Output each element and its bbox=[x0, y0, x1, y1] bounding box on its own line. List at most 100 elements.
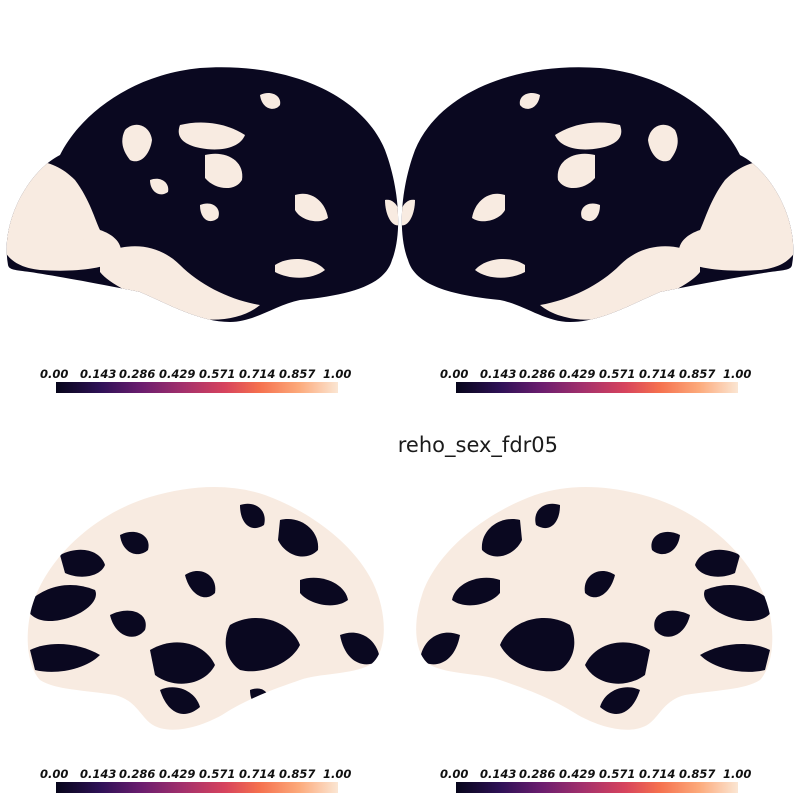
surface-dark-patch bbox=[420, 632, 460, 665]
surface-light-patch bbox=[150, 178, 169, 195]
colorbar-tick: 0.857 bbox=[279, 367, 316, 381]
colorbar-tick: 1.00 bbox=[323, 367, 352, 381]
surface-light-patch bbox=[6, 161, 122, 271]
colorbar-gradient bbox=[56, 382, 338, 393]
surface-dark-patch bbox=[600, 687, 640, 714]
colorbar-tick: 0.143 bbox=[80, 767, 117, 781]
surface-dark-patch bbox=[700, 643, 770, 672]
colorbar-top-left: 0.00 0.143 0.286 0.429 0.571 0.714 0.857… bbox=[40, 367, 351, 397]
surface-light-patch bbox=[385, 199, 399, 226]
colorbar-tick: 0.143 bbox=[80, 367, 117, 381]
colorbar-tick: 0.00 bbox=[440, 367, 469, 381]
colorbar-bottom-left: 0.00 0.143 0.286 0.429 0.571 0.714 0.857… bbox=[40, 767, 351, 797]
colorbar-tick-labels: 0.00 0.143 0.286 0.429 0.571 0.714 0.857… bbox=[440, 367, 751, 381]
colorbar-gradient bbox=[456, 382, 738, 393]
colorbar-tick: 0.571 bbox=[199, 367, 236, 381]
surface-dark-patch bbox=[695, 549, 740, 577]
colorbar-tick: 0.714 bbox=[639, 367, 676, 381]
colorbar-tick-labels: 0.00 0.143 0.286 0.429 0.571 0.714 0.857… bbox=[440, 767, 751, 781]
surface-dark-patch bbox=[150, 642, 215, 684]
colorbar-tick-labels: 0.00 0.143 0.286 0.429 0.571 0.714 0.857… bbox=[40, 367, 351, 381]
colorbar-tick: 0.857 bbox=[679, 367, 716, 381]
surface-dark-patch bbox=[278, 519, 319, 557]
surface-light-patch bbox=[519, 93, 540, 109]
colorbar-tick: 0.714 bbox=[639, 767, 676, 781]
colorbar-tick: 0.143 bbox=[480, 767, 517, 781]
surface-light-patch bbox=[178, 122, 245, 150]
surface-light-patch bbox=[295, 193, 328, 222]
brain-panel-right-lateral bbox=[400, 60, 800, 330]
surface-dark-patch bbox=[704, 585, 773, 622]
surface-light-patch bbox=[100, 246, 260, 320]
surface-light-patch bbox=[581, 203, 600, 222]
colorbar-tick: 0.571 bbox=[599, 767, 636, 781]
surface-dark-patch bbox=[535, 503, 560, 529]
brain-panel-right-medial bbox=[400, 475, 800, 745]
surface-light-patch bbox=[540, 246, 700, 320]
surface-dark-patch bbox=[240, 503, 265, 529]
brain-surface-left-lateral bbox=[6, 67, 399, 323]
surface-light-patch bbox=[275, 258, 325, 278]
colorbar-tick: 1.00 bbox=[323, 767, 352, 781]
surface-light-patch bbox=[260, 93, 281, 109]
surface-light-patch bbox=[80, 228, 94, 242]
colorbar-tick: 0.00 bbox=[40, 367, 69, 381]
brain-surface-right-lateral bbox=[401, 67, 794, 323]
surface-light-patch bbox=[648, 124, 678, 162]
surface-dark-patch bbox=[300, 577, 348, 606]
surface-dark-patch bbox=[30, 643, 100, 672]
surface-dark-patch bbox=[120, 531, 149, 555]
colorbar-tick: 0.00 bbox=[40, 767, 69, 781]
surface-dark-patch bbox=[651, 531, 680, 555]
surface-light-patch bbox=[122, 124, 152, 162]
colorbar-gradient bbox=[456, 782, 738, 793]
colorbar-tick: 0.00 bbox=[440, 767, 469, 781]
colorbar-tick: 0.429 bbox=[559, 767, 596, 781]
brain-surface-left-medial bbox=[27, 486, 384, 730]
surface-light-patch bbox=[678, 161, 794, 271]
colorbar-tick: 0.286 bbox=[119, 767, 156, 781]
surface-dark-patch bbox=[160, 687, 200, 714]
surface-dark-patch bbox=[452, 577, 500, 606]
surface-dark-patch bbox=[481, 519, 522, 557]
colorbar-tick: 0.857 bbox=[279, 767, 316, 781]
surface-light-patch bbox=[205, 153, 243, 189]
surface-light-patch bbox=[475, 258, 525, 278]
colorbar-tick: 1.00 bbox=[723, 367, 752, 381]
colorbar-tick: 0.429 bbox=[159, 767, 196, 781]
colorbar-tick: 0.714 bbox=[239, 767, 276, 781]
surface-dark-patch bbox=[225, 617, 300, 672]
surface-dark-patch bbox=[340, 632, 380, 665]
colorbar-tick: 0.286 bbox=[519, 367, 556, 381]
brain-surface-right-medial bbox=[416, 486, 773, 730]
surface-dark-patch bbox=[585, 642, 650, 684]
surface-dark-patch bbox=[584, 571, 615, 598]
surface-light-patch bbox=[472, 193, 505, 222]
colorbar-tick: 0.143 bbox=[480, 367, 517, 381]
colorbar-tick: 0.286 bbox=[519, 767, 556, 781]
colorbar-tick: 0.571 bbox=[199, 767, 236, 781]
colorbar-tick-labels: 0.00 0.143 0.286 0.429 0.571 0.714 0.857… bbox=[40, 767, 351, 781]
surface-light-patch bbox=[401, 199, 415, 226]
surface-dark-patch bbox=[500, 617, 575, 672]
colorbar-tick: 1.00 bbox=[723, 767, 752, 781]
colorbar-tick: 0.571 bbox=[599, 367, 636, 381]
colorbar-bottom-right: 0.00 0.143 0.286 0.429 0.571 0.714 0.857… bbox=[440, 767, 751, 797]
colorbar-tick: 0.714 bbox=[239, 367, 276, 381]
colorbar-tick: 0.857 bbox=[679, 767, 716, 781]
colorbar-gradient bbox=[56, 782, 338, 793]
surface-dark-patch bbox=[60, 549, 105, 577]
colorbar-tick: 0.286 bbox=[119, 367, 156, 381]
figure-title: reho_sex_fdr05 bbox=[397, 433, 558, 457]
surface-light-patch bbox=[706, 228, 720, 242]
surface-dark-patch bbox=[110, 610, 146, 637]
colorbar-tick: 0.429 bbox=[559, 367, 596, 381]
brain-panel-left-medial bbox=[0, 475, 400, 745]
brain-panel-left-lateral bbox=[0, 60, 400, 330]
surface-light-patch bbox=[557, 153, 595, 189]
surface-dark-patch bbox=[185, 571, 216, 598]
surface-dark-patch bbox=[27, 585, 96, 622]
surface-dark-patch bbox=[654, 610, 690, 637]
colorbar-top-right: 0.00 0.143 0.286 0.429 0.571 0.714 0.857… bbox=[440, 367, 751, 397]
colorbar-tick: 0.429 bbox=[159, 367, 196, 381]
